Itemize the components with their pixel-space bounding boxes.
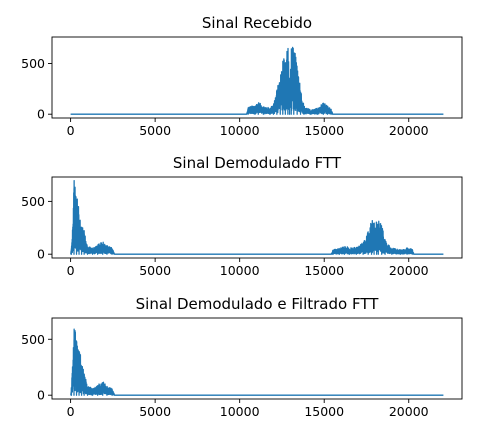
signal-line (70, 46, 444, 115)
x-tick-label: 10000 (220, 404, 260, 419)
subplot-title: Sinal Demodulado FTT (173, 154, 342, 172)
y-tick-label: 500 (21, 56, 45, 71)
x-tick-label: 15000 (304, 123, 344, 138)
y-tick-label: 500 (21, 194, 45, 209)
y-tick-label: 0 (37, 247, 45, 262)
x-tick-label: 0 (67, 123, 75, 138)
signal-line (70, 328, 444, 396)
subplot-title: Sinal Recebido (202, 14, 312, 32)
x-tick-label: 0 (67, 263, 75, 278)
y-tick-label: 0 (37, 388, 45, 403)
axes-frame (51, 176, 463, 259)
x-tick-label: 5000 (139, 404, 171, 419)
subplot-title: Sinal Demodulado e Filtrado FTT (136, 295, 380, 313)
x-tick-label: 15000 (304, 404, 344, 419)
x-tick-label: 15000 (304, 263, 344, 278)
x-tick-label: 20000 (389, 404, 429, 419)
axes-frame (51, 317, 463, 400)
signal-line (70, 180, 444, 255)
x-tick-label: 0 (67, 404, 75, 419)
axes-frame (51, 36, 463, 119)
y-tick-label: 500 (21, 332, 45, 347)
x-tick-label: 5000 (139, 263, 171, 278)
x-tick-label: 20000 (389, 123, 429, 138)
x-tick-label: 20000 (389, 263, 429, 278)
x-tick-label: 5000 (139, 123, 171, 138)
x-tick-label: 10000 (220, 263, 260, 278)
x-tick-label: 10000 (220, 123, 260, 138)
y-tick-label: 0 (37, 107, 45, 122)
subplot-1: Sinal Recebido 0 5000 10000 15000 20000 0 500 (21, 14, 463, 138)
